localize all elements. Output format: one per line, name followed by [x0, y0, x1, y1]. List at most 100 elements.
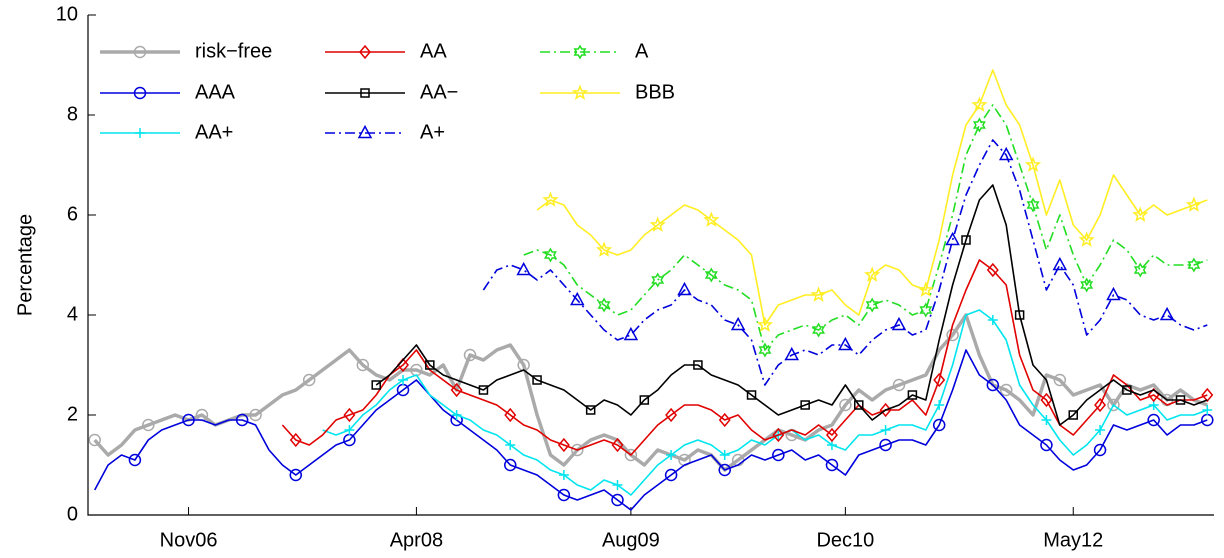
point	[1052, 256, 1068, 271]
point	[879, 438, 892, 452]
point	[772, 448, 785, 462]
point	[972, 117, 986, 133]
x-tick-label: May12	[1043, 529, 1103, 551]
point	[854, 400, 864, 410]
point	[945, 231, 960, 246]
legend-label: A	[635, 40, 649, 62]
point	[478, 385, 489, 395]
point	[1132, 206, 1149, 222]
point	[666, 450, 677, 460]
point	[704, 267, 718, 283]
point	[986, 262, 999, 278]
point	[907, 390, 918, 400]
y-tick-label: 10	[56, 3, 78, 25]
point	[1094, 397, 1107, 413]
point	[504, 407, 517, 423]
point	[718, 412, 731, 428]
point	[756, 316, 774, 332]
x-tick-label: Apr08	[390, 529, 443, 551]
point	[585, 405, 596, 415]
x-tick-label: Aug09	[602, 529, 660, 551]
line	[281, 259, 1208, 456]
point	[356, 358, 370, 372]
point	[917, 281, 934, 297]
y-tick-label: 8	[67, 103, 78, 125]
series	[482, 139, 1208, 386]
point	[651, 272, 665, 288]
series	[93, 349, 1214, 511]
point	[746, 390, 757, 400]
line	[523, 104, 1208, 351]
point	[558, 470, 569, 480]
point	[182, 413, 195, 427]
point	[463, 348, 477, 362]
point	[891, 316, 907, 331]
point	[1175, 395, 1186, 405]
point	[1133, 262, 1147, 278]
point	[1041, 415, 1052, 425]
point	[611, 493, 624, 507]
point	[961, 235, 971, 245]
point	[1147, 413, 1160, 427]
point	[532, 375, 542, 385]
point	[570, 291, 585, 306]
point	[611, 437, 624, 453]
point	[730, 316, 746, 331]
point	[344, 425, 355, 435]
point	[451, 410, 462, 420]
point	[825, 427, 838, 443]
y-tick-label: 0	[67, 503, 78, 525]
point	[865, 297, 879, 313]
legend-label: AA+	[195, 121, 233, 143]
legend-box	[95, 28, 735, 153]
legend-marker	[133, 45, 147, 59]
legend-label: risk−free	[195, 40, 272, 62]
point	[998, 146, 1014, 161]
point	[758, 342, 772, 358]
line	[322, 309, 1208, 496]
series	[523, 104, 1208, 358]
y-axis-label: Percentage	[14, 214, 36, 316]
point	[1024, 156, 1042, 172]
point	[289, 432, 302, 448]
point	[1080, 277, 1094, 293]
point	[142, 418, 155, 432]
point	[1106, 286, 1121, 301]
legend-marker	[359, 44, 371, 60]
point	[719, 450, 730, 460]
legend-marker	[571, 84, 589, 100]
point	[932, 418, 946, 432]
point	[343, 407, 356, 423]
point	[1185, 196, 1203, 212]
point	[398, 375, 409, 385]
point	[986, 378, 1000, 392]
point	[1026, 197, 1040, 213]
point	[595, 241, 613, 257]
point	[703, 211, 720, 227]
point	[880, 425, 891, 435]
point	[987, 315, 998, 325]
line	[93, 313, 1208, 472]
point	[516, 261, 531, 276]
line	[482, 139, 1208, 386]
legend-label: AAA	[195, 81, 236, 103]
point	[557, 488, 571, 502]
point	[838, 336, 853, 351]
point	[571, 443, 584, 457]
y-tick-label: 2	[67, 403, 78, 425]
point	[623, 326, 639, 341]
legend-label: AA−	[420, 81, 458, 103]
x-tick-label: Dec10	[816, 529, 874, 551]
y-tick-label: 6	[67, 203, 78, 225]
point	[812, 322, 826, 338]
line	[375, 184, 1208, 426]
point	[825, 458, 839, 472]
series	[281, 259, 1214, 456]
point	[1040, 392, 1053, 408]
series	[536, 69, 1208, 332]
point	[784, 346, 800, 361]
point	[612, 480, 623, 490]
point	[693, 360, 703, 370]
point	[235, 413, 249, 427]
series	[371, 184, 1208, 426]
